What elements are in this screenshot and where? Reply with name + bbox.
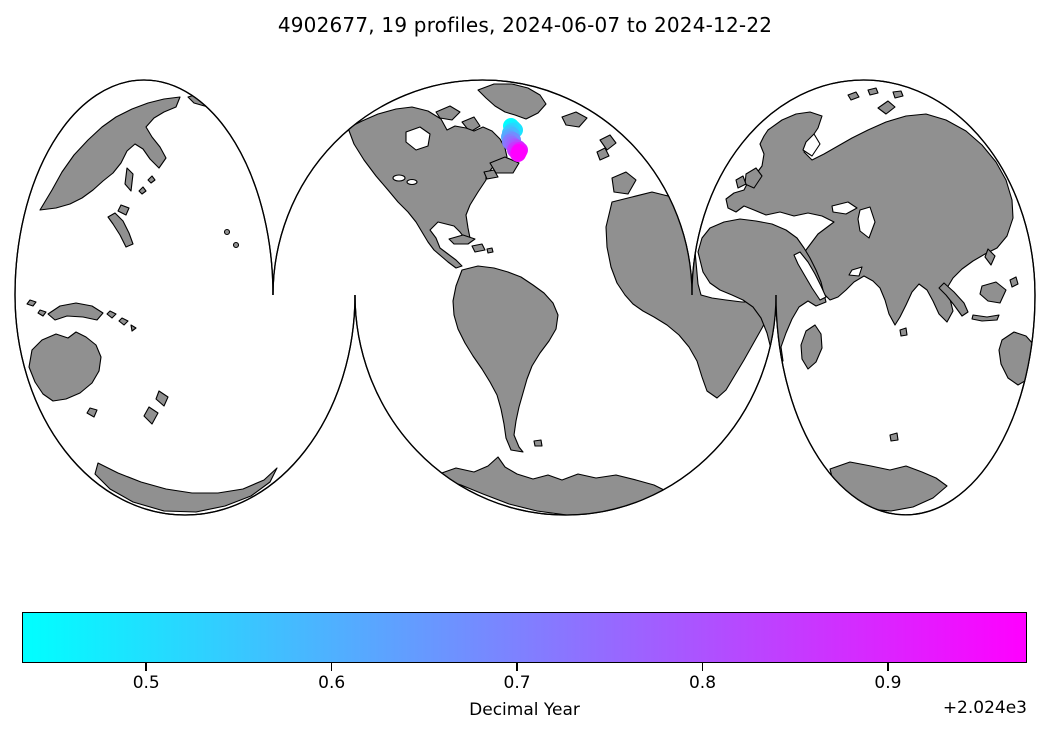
land-australia	[28, 331, 102, 402]
colorbar-tick-label: 0.9	[874, 673, 902, 693]
caspian-sea	[857, 206, 876, 239]
colorbar-tick-label: 0.5	[132, 673, 160, 693]
land-greenland	[477, 83, 547, 120]
colorbar-tick	[701, 663, 704, 671]
land-arctic-islands	[435, 105, 461, 121]
black-sea	[831, 201, 858, 215]
map-lobe-outlines	[14, 79, 1036, 516]
land-japan	[107, 212, 134, 248]
persian-gulf	[848, 266, 863, 277]
profile-markers	[501, 118, 528, 162]
plot-title: 4902677, 19 profiles, 2024-06-07 to 2024…	[277, 13, 773, 37]
land-borneo	[979, 281, 1007, 304]
baltic-sea	[802, 133, 821, 157]
colorbar-offset-text: +2.024e3	[942, 698, 1027, 718]
land-iceland	[561, 111, 588, 128]
land-sri-lanka	[899, 327, 908, 337]
land-iberia-atlantic	[611, 171, 637, 195]
land-cuba	[448, 234, 476, 245]
land-antarctica-center	[435, 456, 669, 515]
land-new-zealand	[155, 390, 169, 407]
hudson-bay	[405, 126, 431, 151]
land-south-america	[452, 265, 559, 453]
land-new-guinea	[47, 302, 104, 321]
colorbar-tick	[145, 663, 148, 671]
colorbar-tick-label: 0.6	[318, 673, 346, 693]
land-novaya-zemlya	[877, 100, 896, 115]
great-lakes	[392, 174, 406, 182]
land-madagascar	[800, 324, 823, 370]
red-sea	[793, 251, 827, 301]
colorbar	[22, 612, 1027, 663]
land-hawaii	[223, 228, 231, 236]
land-antarctica-west	[94, 462, 278, 513]
land-sumatra	[938, 282, 969, 317]
colorbar-tick	[516, 663, 518, 671]
colorbar-tick	[330, 663, 333, 671]
land-java	[971, 314, 1000, 322]
land-sakhalin	[124, 167, 134, 192]
continents	[26, 83, 1035, 515]
land-siberia	[39, 96, 181, 211]
colorbar-tick-label: 0.7	[503, 673, 531, 693]
colorbar-tick-label: 0.8	[688, 673, 717, 693]
colorbar-label: Decimal Year	[469, 700, 580, 720]
land-tasmania	[86, 407, 98, 418]
colorbar-tick	[887, 663, 889, 671]
profile-marker	[511, 144, 527, 160]
